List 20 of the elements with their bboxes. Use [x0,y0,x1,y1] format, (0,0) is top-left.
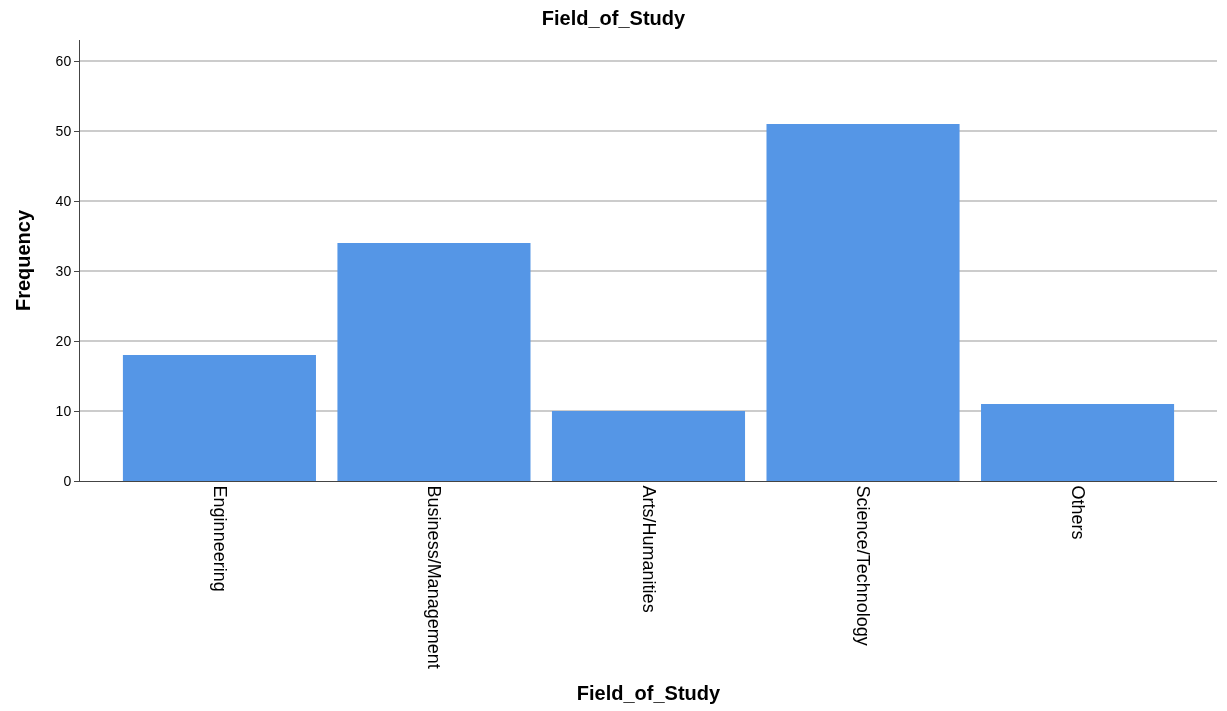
y-tick-label: 30 [55,262,72,279]
y-axis-title: Frequency [12,209,34,312]
bar [981,404,1175,481]
x-tick-label: Business/Management [424,485,445,669]
bar [766,124,960,481]
x-tick-label: Others [1067,485,1088,540]
x-tick-label: Science/Technology [853,485,874,646]
x-tick-label: Enginneering [209,485,230,592]
bar [122,355,316,481]
y-tick-label: 60 [55,52,72,69]
bar [551,411,746,481]
y-tick-label: 0 [63,472,72,489]
chart-title: Field_of_Study [541,6,687,29]
y-tick-label: 50 [55,122,72,139]
y-tick-label: 20 [55,332,72,349]
x-axis-title: Field_of_Study [576,682,722,705]
y-tick-label: 40 [55,192,72,209]
x-tick-label: Arts/Humanities [638,485,659,613]
bar [337,243,531,481]
y-tick-label: 10 [55,402,72,419]
